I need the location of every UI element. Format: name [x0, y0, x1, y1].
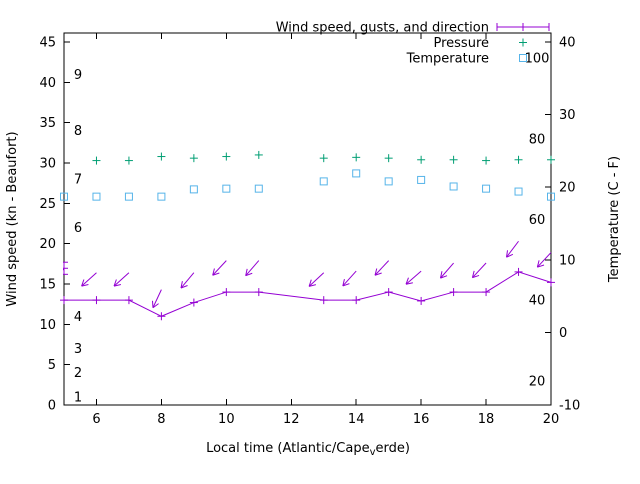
x-axis-label: Local time (Atlantic/Capeverde) — [206, 441, 410, 458]
svg-text:100: 100 — [525, 52, 550, 67]
svg-text:16: 16 — [413, 412, 430, 427]
legend-label-1: Wind speed, gusts, and direction — [276, 21, 489, 36]
svg-text:10: 10 — [39, 318, 56, 333]
svg-text:6: 6 — [92, 412, 100, 427]
svg-text:14: 14 — [348, 412, 365, 427]
legend-label-3: Temperature — [406, 52, 489, 67]
legend-label-2: Pressure — [433, 36, 489, 51]
svg-text:12: 12 — [283, 412, 300, 427]
svg-text:10: 10 — [218, 412, 235, 427]
svg-text:30: 30 — [559, 108, 576, 123]
svg-text:6: 6 — [74, 221, 82, 236]
svg-text:25: 25 — [39, 197, 56, 212]
svg-text:4: 4 — [74, 310, 82, 325]
svg-text:40: 40 — [39, 76, 56, 91]
svg-text:35: 35 — [39, 116, 56, 131]
svg-text:8: 8 — [157, 412, 165, 427]
svg-text:2: 2 — [74, 366, 82, 381]
svg-text:80: 80 — [529, 132, 546, 147]
svg-text:45: 45 — [39, 36, 56, 51]
svg-text:10: 10 — [559, 253, 576, 268]
svg-text:20: 20 — [543, 412, 560, 427]
svg-text:20: 20 — [39, 237, 56, 252]
svg-text:3: 3 — [74, 342, 82, 357]
svg-text:-10: -10 — [559, 399, 580, 414]
svg-text:0: 0 — [48, 399, 56, 414]
y-axis-right-label: Temperature (C - F) — [607, 156, 622, 283]
svg-text:0: 0 — [559, 326, 567, 341]
svg-text:20: 20 — [529, 374, 546, 389]
y-axis-left-label: Wind speed (kn - Beaufort) — [5, 131, 20, 306]
svg-text:8: 8 — [74, 124, 82, 139]
svg-text:9: 9 — [74, 68, 82, 83]
svg-text:1: 1 — [74, 390, 82, 405]
svg-text:18: 18 — [478, 412, 495, 427]
svg-text:20: 20 — [559, 181, 576, 196]
svg-text:30: 30 — [39, 157, 56, 172]
svg-text:5: 5 — [48, 358, 56, 373]
svg-text:40: 40 — [529, 294, 546, 309]
svg-text:7: 7 — [74, 173, 82, 188]
svg-text:60: 60 — [529, 213, 546, 228]
svg-text:15: 15 — [39, 278, 56, 293]
svg-text:40: 40 — [559, 36, 576, 51]
